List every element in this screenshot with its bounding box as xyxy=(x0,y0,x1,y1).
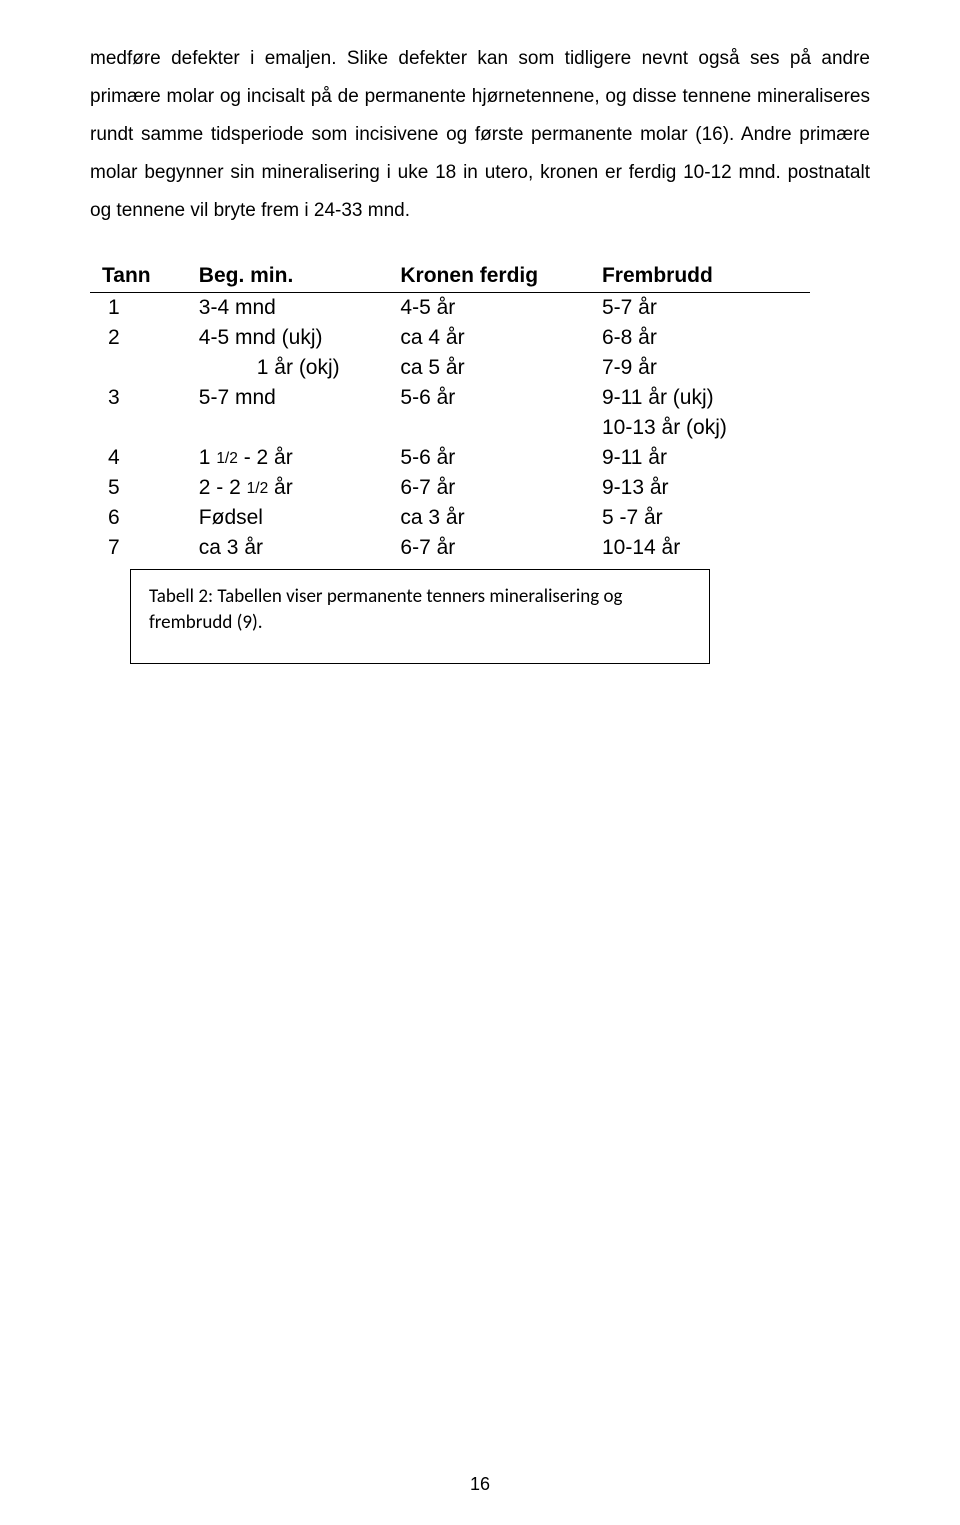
cell-beg: 1 1/2 - 2 år xyxy=(191,443,393,473)
cell-frem: 10-13 år (okj) xyxy=(594,413,810,443)
cell-frem: 10-14 år xyxy=(594,533,810,563)
table-row: 5 2 - 2 1/2 år 6-7 år 9-13 år xyxy=(90,473,810,503)
table-row: 1 3-4 mnd 4-5 år 5-7 år xyxy=(90,293,810,324)
table-row: 4 1 1/2 - 2 år 5-6 år 9-11 år xyxy=(90,443,810,473)
cell-kron: 6-7 år xyxy=(392,473,594,503)
table-row: 3 5-7 mnd 5-6 år 9-11 år (ukj) xyxy=(90,383,810,413)
table-row: 2 4-5 mnd (ukj) ca 4 år 6-8 år xyxy=(90,323,810,353)
cell-kron xyxy=(392,413,594,443)
cell-tann: 1 xyxy=(90,293,191,324)
table-row: 7 ca 3 år 6-7 år 10-14 år xyxy=(90,533,810,563)
cell-beg xyxy=(191,413,393,443)
cell-frem: 9-11 år xyxy=(594,443,810,473)
cell-kron: ca 5 år xyxy=(392,353,594,383)
cell-tann: 7 xyxy=(90,533,191,563)
table-header-row: Tann Beg. min. Kronen ferdig Frembrudd xyxy=(90,260,810,293)
cell-beg: 1 år (okj) xyxy=(191,353,393,383)
cell-tann xyxy=(90,353,191,383)
table-row: 10-13 år (okj) xyxy=(90,413,810,443)
cell-beg: 4-5 mnd (ukj) xyxy=(191,323,393,353)
cell-beg: Fødsel xyxy=(191,503,393,533)
body-paragraph: medføre defekter i emaljen. Slike defekt… xyxy=(90,40,870,230)
page-number: 16 xyxy=(0,1474,960,1495)
cell-frem: 7-9 år xyxy=(594,353,810,383)
cell-tann xyxy=(90,413,191,443)
header-tann: Tann xyxy=(90,260,191,293)
cell-frem: 9-11 år (ukj) xyxy=(594,383,810,413)
cell-beg: 3-4 mnd xyxy=(191,293,393,324)
cell-tann: 6 xyxy=(90,503,191,533)
cell-kron: ca 3 år xyxy=(392,503,594,533)
mineralization-table-container: Tann Beg. min. Kronen ferdig Frembrudd 1… xyxy=(90,260,870,563)
cell-tann: 3 xyxy=(90,383,191,413)
header-beg: Beg. min. xyxy=(191,260,393,293)
cell-frem: 6-8 år xyxy=(594,323,810,353)
cell-kron: ca 4 år xyxy=(392,323,594,353)
page: medføre defekter i emaljen. Slike defekt… xyxy=(0,0,960,1525)
cell-kron: 5-6 år xyxy=(392,443,594,473)
cell-frem: 9-13 år xyxy=(594,473,810,503)
header-frem: Frembrudd xyxy=(594,260,810,293)
cell-frem: 5 -7 år xyxy=(594,503,810,533)
table-caption: Tabell 2: Tabellen viser permanente tenn… xyxy=(149,584,691,635)
table-row: 6 Fødsel ca 3 år 5 -7 år xyxy=(90,503,810,533)
table-caption-box: Tabell 2: Tabellen viser permanente tenn… xyxy=(130,569,710,664)
header-kron: Kronen ferdig xyxy=(392,260,594,293)
cell-beg: 2 - 2 1/2 år xyxy=(191,473,393,503)
cell-tann: 2 xyxy=(90,323,191,353)
cell-beg: 5-7 mnd xyxy=(191,383,393,413)
cell-kron: 4-5 år xyxy=(392,293,594,324)
cell-tann: 5 xyxy=(90,473,191,503)
cell-frem: 5-7 år xyxy=(594,293,810,324)
cell-kron: 6-7 år xyxy=(392,533,594,563)
mineralization-table: Tann Beg. min. Kronen ferdig Frembrudd 1… xyxy=(90,260,810,563)
table-row: 1 år (okj) ca 5 år 7-9 år xyxy=(90,353,810,383)
cell-kron: 5-6 år xyxy=(392,383,594,413)
cell-beg: ca 3 år xyxy=(191,533,393,563)
cell-tann: 4 xyxy=(90,443,191,473)
